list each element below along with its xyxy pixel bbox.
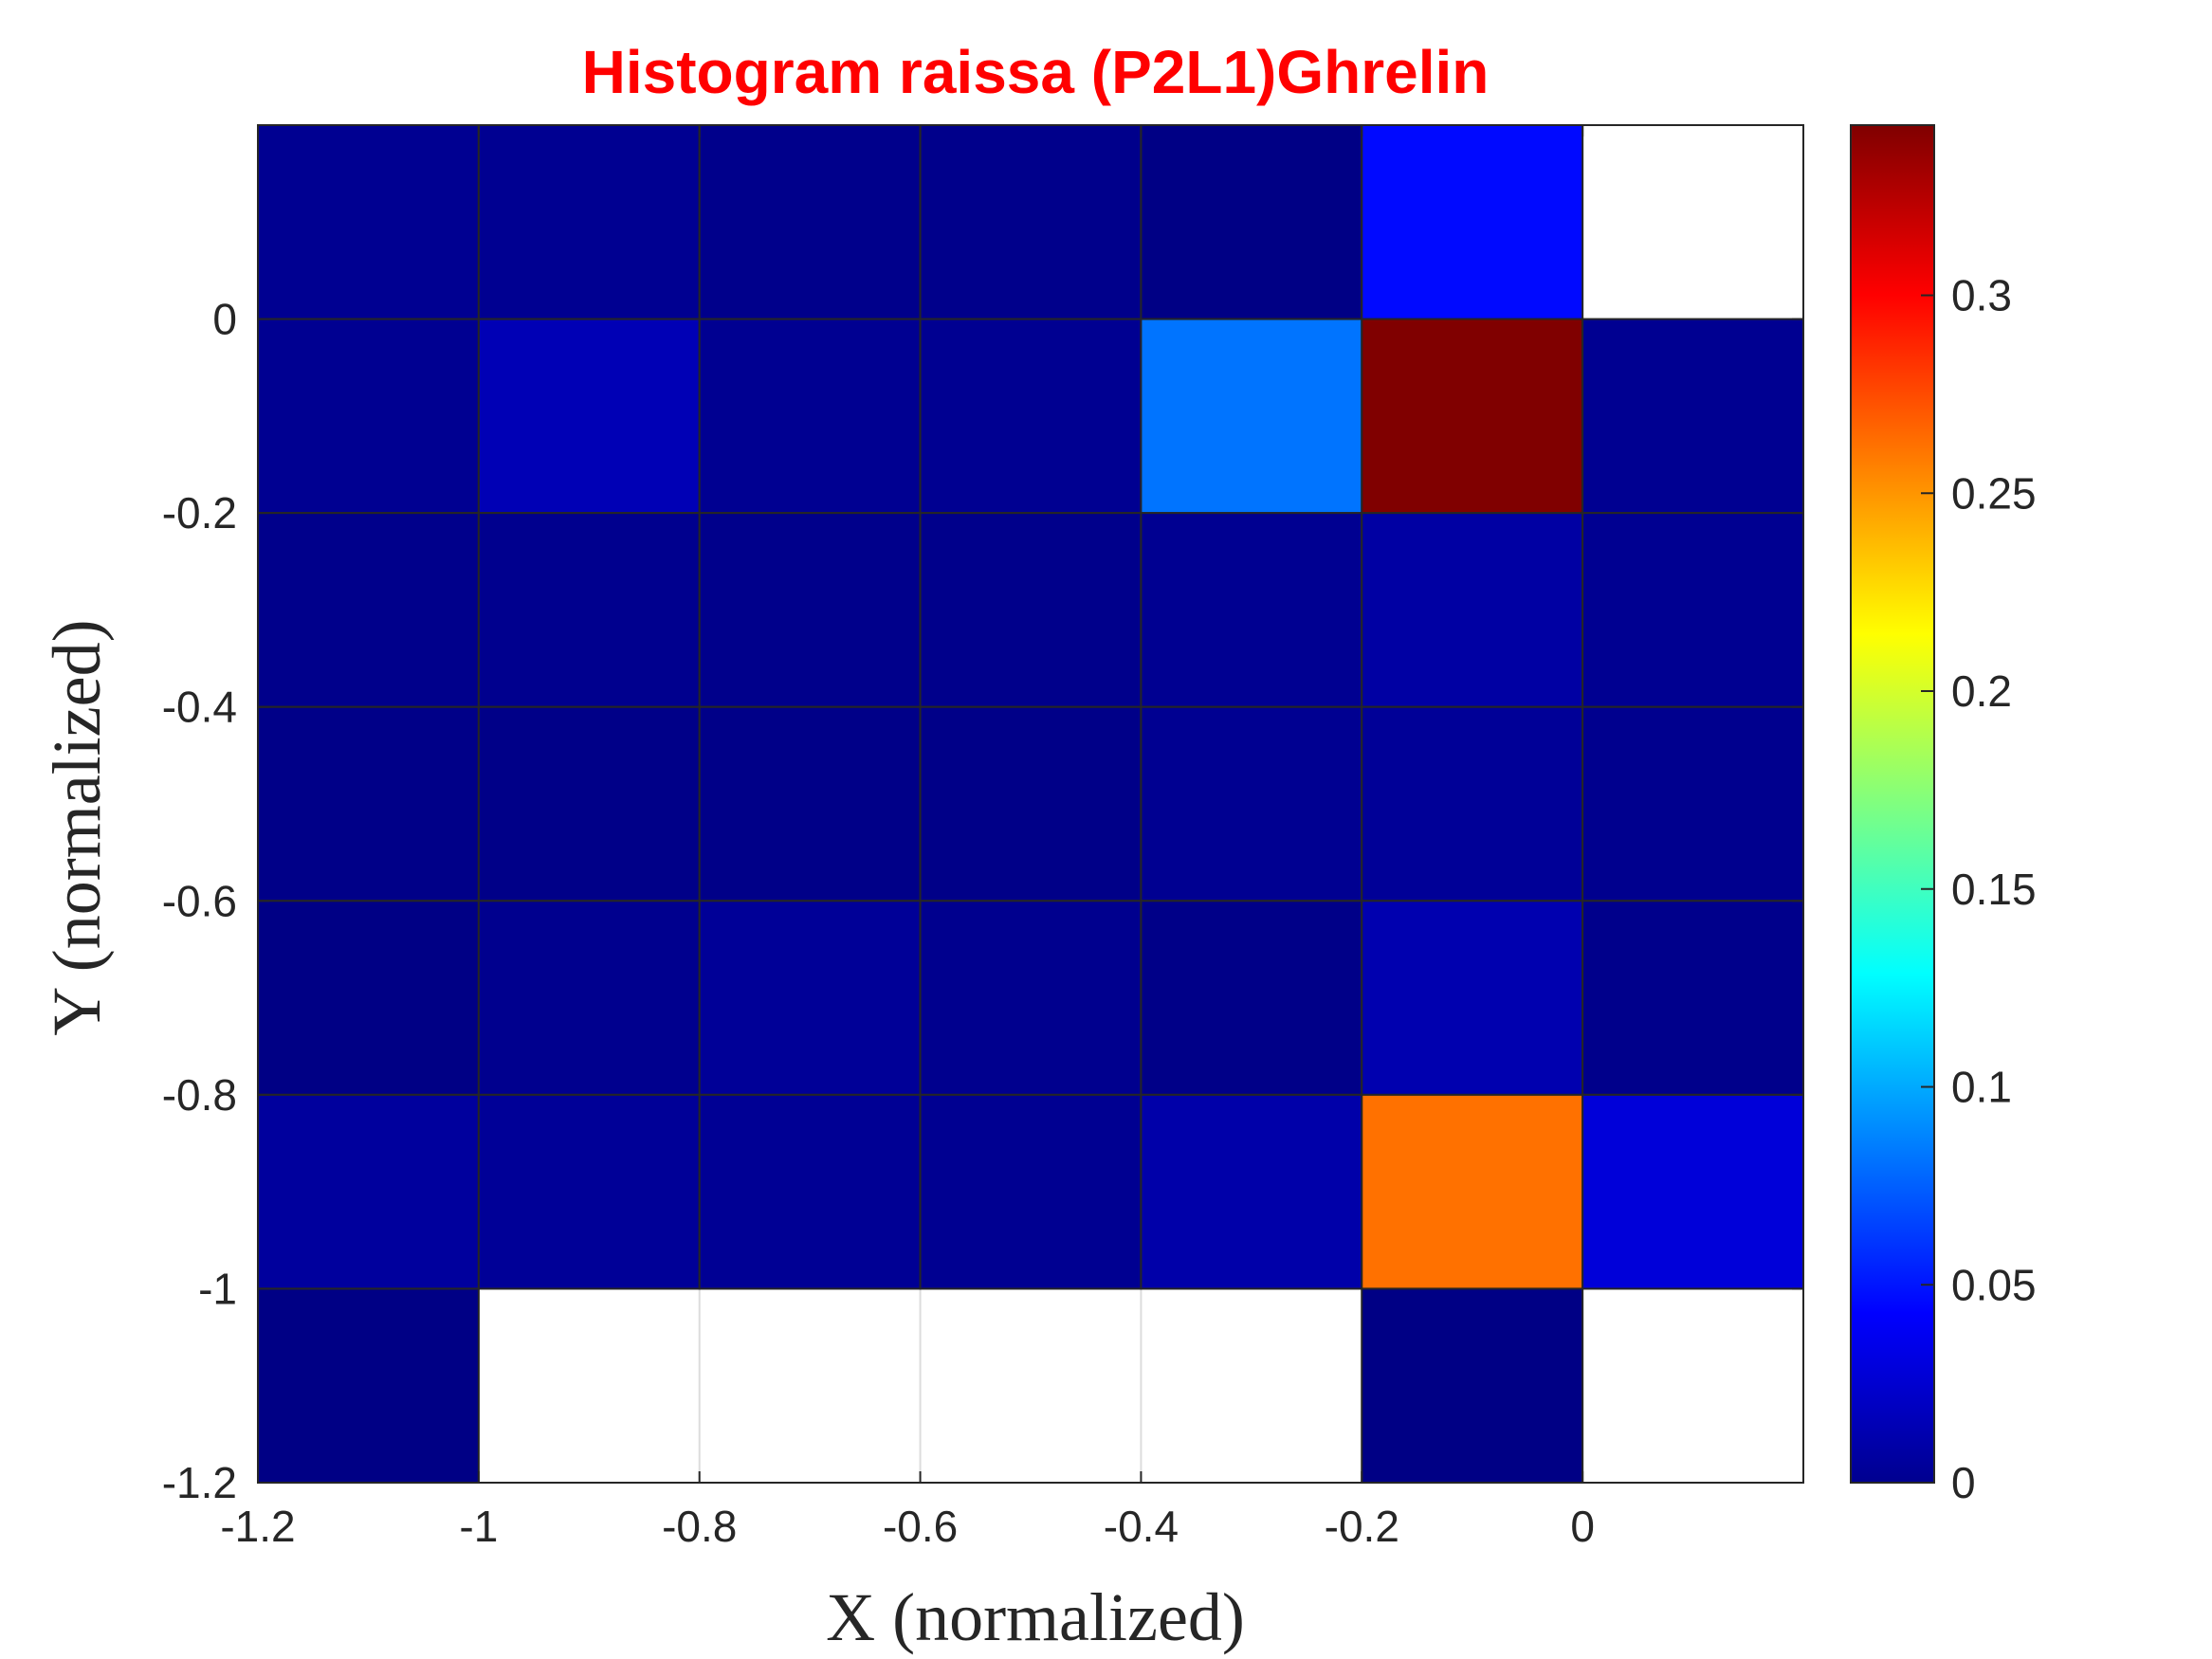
x-tick-label: -1 — [459, 1502, 498, 1551]
heatmap-cell — [1140, 124, 1363, 320]
heatmap-cell — [1140, 512, 1363, 708]
heatmap-cell — [1361, 900, 1584, 1096]
heatmap-cell — [1361, 705, 1584, 902]
heatmap-cell — [1361, 318, 1584, 515]
y-tick-label: -1 — [198, 1264, 237, 1313]
heatmap-cell — [477, 705, 701, 902]
colorbar-tick-label: 0.25 — [1951, 468, 2037, 518]
chart-title: Histogram raissa (P2L1)Ghrelin — [582, 38, 1490, 106]
heatmap-cell — [919, 512, 1143, 708]
heatmap-cell — [477, 124, 701, 320]
heatmap-cell — [477, 512, 701, 708]
y-tick-label: -0.2 — [162, 488, 237, 538]
heatmap-cell — [1361, 1093, 1584, 1290]
heatmap-cell — [698, 900, 922, 1096]
heatmap-cell — [477, 1093, 701, 1290]
y-tick-label: -0.8 — [162, 1070, 237, 1120]
colorbar: 0 0.05 0.1 0.15 0.2 0.25 0.3 — [1850, 124, 2037, 1507]
heatmap-cell — [257, 1093, 480, 1290]
plot-area: -1.2 -1 -0.8 -0.6 -0.4 -0.2 0 -1.2 -1 -0.8 -0.6 -0.… — [162, 124, 1804, 1551]
heatmap-cell — [1361, 124, 1584, 320]
heatmap-cell — [1581, 512, 1804, 708]
y-axis-label: Y (normalized) — [39, 619, 115, 1035]
heatmap-cell — [1361, 1287, 1584, 1485]
heatmap-cell — [477, 318, 701, 515]
heatmap-cell — [698, 318, 922, 515]
heatmap-cell — [1581, 318, 1804, 515]
heatmap-cell — [1140, 318, 1363, 515]
x-tick-label: -0.4 — [1104, 1502, 1179, 1551]
colorbar-tick-label: 0 — [1951, 1458, 1976, 1507]
heatmap-cell — [1361, 512, 1584, 708]
colorbar-tick-label: 0.15 — [1951, 865, 2037, 914]
heatmap-cell — [1140, 900, 1363, 1096]
heatmap-cell — [919, 124, 1143, 320]
heatmap-cell — [1581, 705, 1804, 902]
colorbar-tick-label: 0.1 — [1951, 1063, 2012, 1112]
colorbar-tick-label: 0.05 — [1951, 1260, 2037, 1309]
heatmap-cell — [919, 318, 1143, 515]
heatmap-cell — [1140, 705, 1363, 902]
heatmap-cell — [919, 1093, 1143, 1290]
x-tick-label: -0.2 — [1325, 1502, 1399, 1551]
heatmap-cell — [1140, 1093, 1363, 1290]
colorbar-tick-label: 0.2 — [1951, 666, 2012, 716]
y-tick-label: -1.2 — [162, 1458, 237, 1507]
colorbar-gradient — [1850, 124, 1935, 1484]
x-tick-label: -0.6 — [883, 1502, 958, 1551]
heatmap-cell — [1581, 900, 1804, 1096]
plot-frame — [257, 124, 1804, 1484]
x-tick-label: -1.2 — [220, 1502, 295, 1551]
x-axis-label: X (normalized) — [826, 1579, 1245, 1655]
colorbar-tick-label: 0.3 — [1951, 271, 2012, 320]
heatmap-cell — [257, 900, 480, 1096]
heatmap-cell — [257, 124, 480, 320]
heatmap-cell — [257, 705, 480, 902]
y-tick-label: -0.4 — [162, 683, 237, 732]
heatmap-cell — [698, 1093, 922, 1290]
x-tick-label: -0.8 — [662, 1502, 737, 1551]
heatmap-cell — [698, 705, 922, 902]
heatmap-cell — [257, 1287, 480, 1485]
heatmap-cell — [257, 318, 480, 515]
heatmap-cell — [257, 512, 480, 708]
heatmap-cell — [1581, 1093, 1804, 1290]
heatmap-cell — [919, 705, 1143, 902]
heatmap-cell — [919, 900, 1143, 1096]
x-tick-label: 0 — [1570, 1502, 1595, 1551]
heatmap-cell — [698, 124, 922, 320]
y-tick-label: -0.6 — [162, 876, 237, 925]
y-tick-label: 0 — [212, 295, 237, 344]
heatmap-cell — [477, 900, 701, 1096]
heatmap-cell — [698, 512, 922, 708]
